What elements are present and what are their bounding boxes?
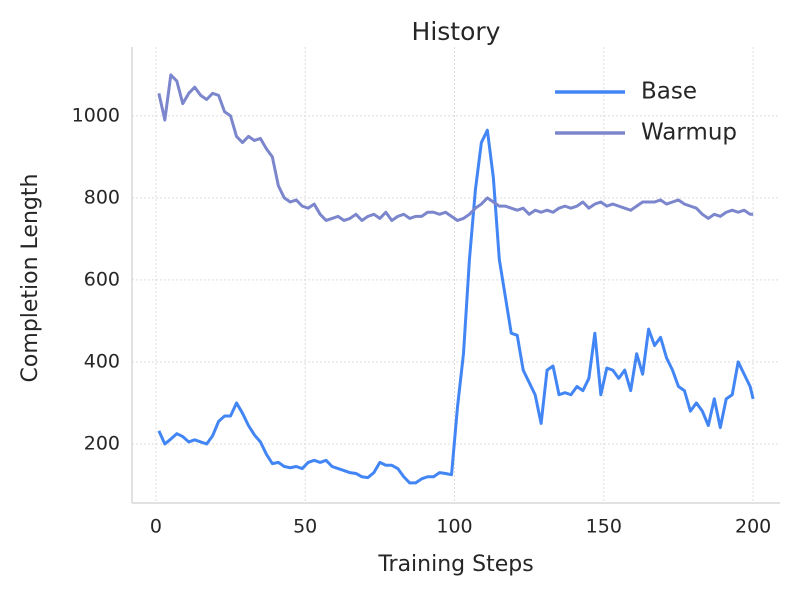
x-axis-label: Training Steps [377, 552, 533, 577]
series-line [157, 73, 754, 222]
x-tick-label: 0 [150, 516, 162, 538]
y-tick-label: 800 [84, 186, 120, 208]
x-tick-label: 200 [735, 516, 771, 538]
legend-label: Warmup [641, 120, 737, 146]
y-tick-label: 600 [84, 268, 120, 290]
legend-label: Base [641, 79, 697, 105]
series-line [157, 128, 755, 485]
x-tick-label: 50 [293, 516, 317, 538]
chart-title: History [412, 17, 501, 46]
y-tick-label: 1000 [72, 104, 120, 126]
x-tick-label: 150 [586, 516, 622, 538]
y-tick-label: 200 [84, 432, 120, 454]
y-axis-label: Completion Length [18, 174, 43, 383]
x-tick-label: 100 [436, 516, 472, 538]
y-tick-label: 400 [84, 350, 120, 372]
